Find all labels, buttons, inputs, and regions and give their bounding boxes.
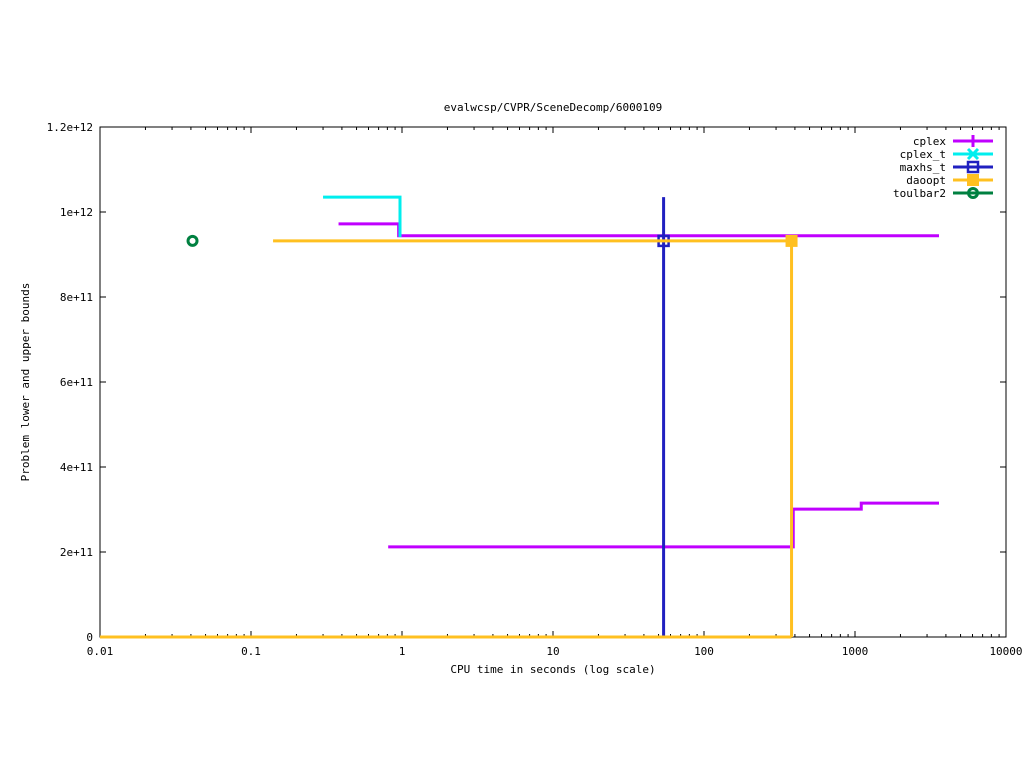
series-maxhs_t (657, 197, 670, 637)
y-tick-label: 2e+11 (60, 546, 93, 559)
y-tick-label: 8e+11 (60, 291, 93, 304)
y-tick-label: 6e+11 (60, 376, 93, 389)
plot-frame (99, 126, 1007, 638)
legend-label: cplex_t (900, 148, 946, 161)
y-tick-label: 1e+12 (60, 206, 93, 219)
cross-marker (966, 147, 980, 161)
y-tick-label: 1.2e+12 (47, 121, 93, 134)
y-tick-label: 0 (86, 631, 93, 644)
series-line-cplex (338, 222, 940, 238)
legend-label: toulbar2 (893, 187, 946, 200)
plus-marker (967, 135, 979, 147)
x-tick-label: 10 (546, 645, 559, 658)
series-cplex (338, 222, 940, 549)
circle-marker (967, 187, 979, 199)
legend-label: maxhs_t (900, 161, 946, 174)
series-daoopt (100, 234, 798, 639)
y-tick-label: 4e+11 (60, 461, 93, 474)
x-tick-label: 100 (694, 645, 714, 658)
series-line-cplex (388, 501, 940, 549)
legend-label: daoopt (906, 174, 946, 187)
series-cplex_t (323, 195, 402, 238)
filled-square-marker (967, 174, 979, 186)
x-axis-label: CPU time in seconds (log scale) (450, 663, 655, 676)
filled-square-marker (785, 234, 798, 247)
series-line-cplex_t (323, 195, 402, 238)
circle-marker (186, 234, 199, 247)
x-tick-label: 1 (399, 645, 406, 658)
x-tick-label: 1000 (842, 645, 869, 658)
x-tick-label: 10000 (989, 645, 1022, 658)
legend-label: cplex (913, 135, 946, 148)
x-tick-label: 0.1 (241, 645, 261, 658)
x-tick-label: 0.01 (87, 645, 114, 658)
series-toulbar2 (186, 234, 199, 247)
chart-title: evalwcsp/CVPR/SceneDecomp/6000109 (444, 101, 663, 114)
series-line-daoopt (273, 239, 794, 637)
square-marker (966, 160, 980, 174)
y-axis-label: Problem lower and upper bounds (19, 283, 32, 482)
